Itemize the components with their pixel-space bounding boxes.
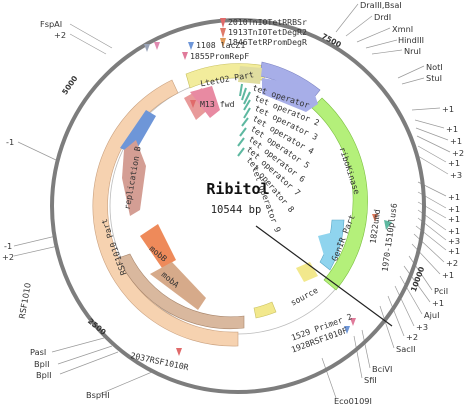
enzyme-bpli-b[interactable]: BplI	[36, 370, 52, 380]
label-1970-1510plus6[interactable]: 1970-1510plus6	[380, 202, 400, 272]
enzyme-bsphi[interactable]: BspHI	[86, 390, 110, 400]
primer-1928[interactable]	[344, 326, 350, 334]
enzyme-plus1-k[interactable]: +1	[432, 298, 444, 308]
primer-2010[interactable]	[220, 18, 226, 28]
pink-feature-2[interactable]	[190, 86, 220, 118]
enzyme-left-minus1-b[interactable]: -1	[4, 241, 12, 251]
enzyme-plus1-b[interactable]: +1	[446, 124, 458, 134]
enzyme-eco0109i[interactable]: Eco0109I	[334, 396, 372, 406]
label-rsf1010[interactable]: RSF1010	[17, 282, 33, 320]
enzyme-labels-right: DraIII,BsaI DrdI XmnI HindIII NruI NotI …	[334, 0, 464, 406]
label-m13-fwd[interactable]: M13 fwd	[200, 99, 235, 109]
primer-left-grey[interactable]	[144, 44, 150, 52]
enzyme-labels-left: FspAI +2 -1 -1 +2 PasI BplI BplI BspHI	[2, 19, 110, 400]
enzyme-plus1-i[interactable]: +1	[448, 246, 460, 256]
primer-left-pink[interactable]	[154, 42, 160, 50]
enzyme-left-minus1-a[interactable]: -1	[6, 137, 14, 147]
enzyme-draiii-bsai[interactable]: DraIII,BsaI	[360, 0, 402, 10]
enzyme-pcii[interactable]: PciI	[434, 286, 448, 296]
enzyme-plus2-a[interactable]: +2	[452, 148, 464, 158]
enzyme-hindiii[interactable]: HindIII	[398, 35, 424, 45]
tick-2500: 2500	[86, 317, 108, 337]
lacz-box[interactable]	[238, 66, 262, 84]
enzyme-ajui[interactable]: AjuI	[424, 310, 439, 320]
label-tetdegr2[interactable]: 1913TnI0TetDegR2	[228, 27, 307, 37]
primer-markers	[144, 18, 392, 356]
enzyme-stui[interactable]: StuI	[426, 73, 442, 83]
enzyme-plus2-b[interactable]: +2	[446, 258, 458, 268]
enzyme-plus1-f[interactable]: +1	[448, 204, 460, 214]
primer-m13[interactable]	[190, 100, 196, 108]
enzyme-plus1-d[interactable]: +1	[448, 158, 460, 168]
primer-1529[interactable]	[350, 318, 356, 326]
enzyme-nrui[interactable]: NruI	[404, 46, 421, 56]
enzyme-plus3-b[interactable]: +3	[448, 236, 460, 246]
label-source[interactable]: source	[289, 285, 320, 308]
primer-1108[interactable]	[188, 42, 194, 50]
enzyme-bcivi[interactable]: BciVI	[372, 364, 392, 374]
primer-1970[interactable]	[384, 220, 392, 230]
label-1822umd[interactable]: 1822umd	[368, 209, 383, 245]
source-small[interactable]	[296, 262, 318, 282]
enzyme-plus1-j[interactable]: +1	[442, 270, 454, 280]
enzyme-bpli-a[interactable]: BplI	[34, 359, 50, 369]
enzyme-plus1-h[interactable]: +1	[448, 226, 460, 236]
blue-feature-1[interactable]	[120, 110, 156, 154]
enzyme-lines	[13, 3, 451, 399]
mobb-feature[interactable]	[140, 224, 176, 268]
inner-features	[120, 66, 340, 310]
enzyme-plus1-c[interactable]: +1	[450, 136, 462, 146]
moba-arc[interactable]	[117, 253, 245, 330]
plasmid-name: Ribitol	[206, 180, 269, 198]
plasmid-size: 10544 bp	[211, 204, 262, 216]
enzyme-left-plus2-b[interactable]: +2	[2, 252, 14, 262]
purple-arrow[interactable]	[262, 78, 318, 112]
enzyme-plus3-a[interactable]: +3	[450, 170, 462, 180]
enzyme-plus3-c[interactable]: +3	[416, 322, 428, 332]
genir-small[interactable]	[318, 232, 340, 262]
enzyme-plus1-e[interactable]: +1	[448, 192, 460, 202]
enzyme-plus1-g[interactable]: +1	[448, 214, 460, 224]
enzyme-sfii[interactable]: SfiI	[364, 375, 377, 385]
enzyme-pasi[interactable]: PasI	[30, 347, 46, 357]
tick-5000: 5000	[60, 74, 79, 96]
enzyme-plus1-a[interactable]: +1	[442, 104, 454, 114]
enzyme-xmni[interactable]: XmnI	[392, 24, 413, 34]
label-lacz1[interactable]: 1108 lacZ1	[196, 40, 245, 50]
enzyme-plus2-c[interactable]: +2	[406, 332, 418, 342]
enzyme-drdi[interactable]: DrdI	[374, 12, 391, 22]
enzyme-noti[interactable]: NotI	[426, 62, 443, 72]
enzyme-left-plus2-a[interactable]: +2	[54, 30, 66, 40]
primer-1822[interactable]	[372, 214, 378, 222]
lacz-arc[interactable]	[253, 301, 277, 319]
label-2037rsf1010r[interactable]: 2037RSF1010R	[130, 350, 190, 372]
tet-operator-markers	[237, 83, 251, 157]
replication-b-feature[interactable]	[122, 140, 146, 216]
primer-2037[interactable]	[176, 348, 182, 356]
primer-1913[interactable]	[220, 28, 226, 38]
ribokinase-arc[interactable]	[311, 97, 368, 291]
selection-line	[255, 225, 393, 327]
primer-1855[interactable]	[182, 52, 188, 60]
moba-arrow[interactable]	[150, 262, 206, 310]
backbone-ring	[50, 18, 426, 394]
label-tetrrbsr[interactable]: 2010TnI0TetRRBSr	[228, 17, 307, 27]
enzyme-sacii[interactable]: SacII	[396, 344, 416, 354]
enzyme-fspai[interactable]: FspAI	[40, 19, 62, 29]
label-promrepf[interactable]: 1855PromRepF	[190, 51, 249, 61]
label-tetrpromdegr[interactable]: 1846TetRPromDegR	[228, 37, 307, 47]
primer-1846[interactable]	[220, 38, 226, 48]
rsf1010-part-arc[interactable]	[92, 79, 239, 347]
